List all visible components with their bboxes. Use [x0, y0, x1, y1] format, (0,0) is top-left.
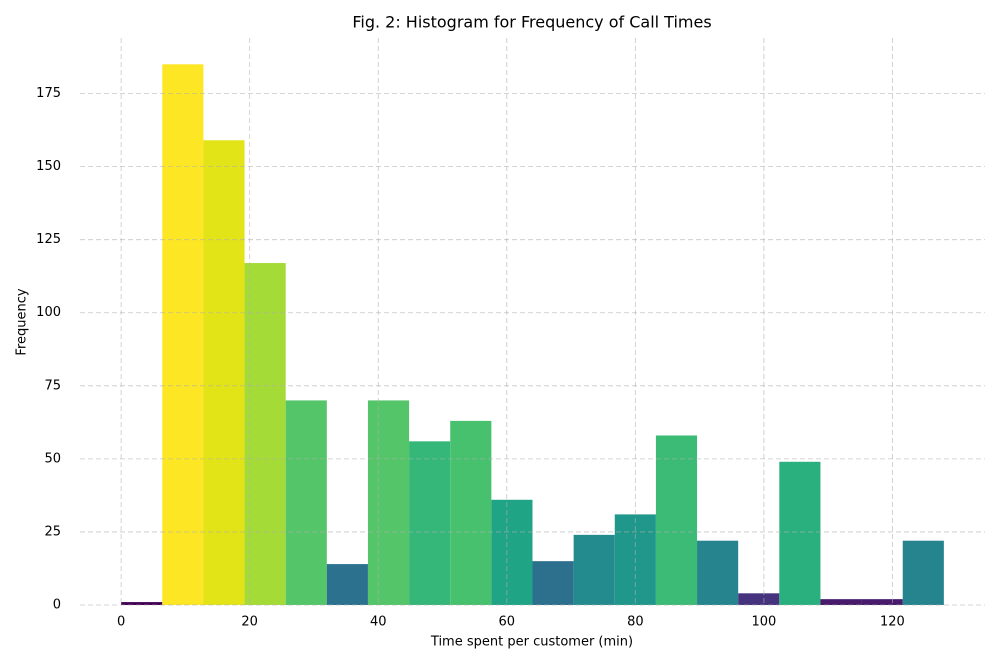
- bar: [779, 461, 821, 605]
- y-tick-label: 100: [36, 305, 61, 320]
- bar: [861, 599, 903, 605]
- bar: [902, 540, 944, 605]
- x-tick-label: 40: [370, 615, 387, 630]
- bar: [655, 435, 698, 605]
- bar: [450, 420, 492, 605]
- x-tick-label: 80: [627, 615, 644, 630]
- y-tick-label: 125: [36, 232, 61, 247]
- y-tick-label: 50: [44, 451, 61, 466]
- x-axis-label: Time spent per customer (min): [430, 635, 633, 650]
- x-tick-label: 100: [751, 615, 776, 630]
- x-tick-label: 20: [241, 615, 258, 630]
- bar: [697, 540, 739, 605]
- x-tick-label: 0: [117, 615, 125, 630]
- bar: [326, 564, 368, 605]
- bar: [285, 400, 327, 605]
- bar: [203, 140, 245, 605]
- y-axis-label: Frequency: [15, 288, 30, 355]
- bar: [367, 400, 410, 605]
- bar: [409, 441, 451, 605]
- bar: [820, 599, 862, 605]
- bar: [532, 561, 574, 605]
- bar: [738, 593, 780, 605]
- bar: [162, 64, 204, 605]
- chart-title: Fig. 2: Histogram for Frequency of Call …: [352, 13, 711, 32]
- y-tick-label: 25: [44, 524, 61, 539]
- x-tick-label: 60: [499, 615, 516, 630]
- y-tick-label: 150: [36, 159, 61, 174]
- bar: [573, 534, 615, 605]
- x-tick-label: 120: [880, 615, 905, 630]
- bar: [121, 602, 163, 605]
- y-tick-label: 0: [53, 598, 61, 613]
- bar: [244, 263, 286, 605]
- bar: [491, 499, 533, 605]
- y-tick-label: 175: [36, 86, 61, 101]
- y-tick-label: 75: [44, 378, 61, 393]
